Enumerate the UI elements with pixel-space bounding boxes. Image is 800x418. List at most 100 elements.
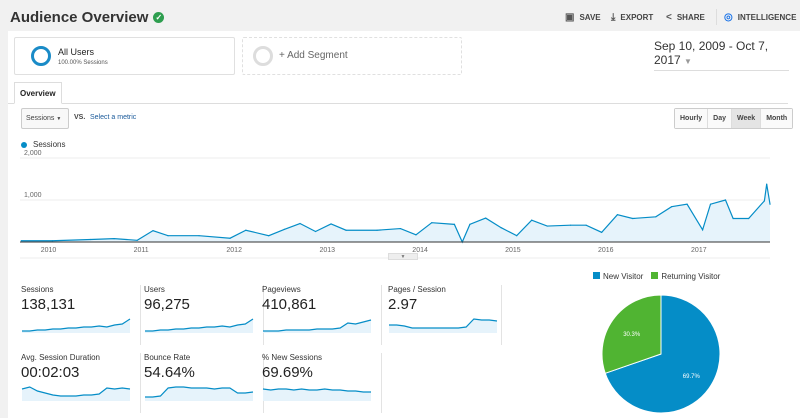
page-title-text: Audience Overview: [10, 9, 149, 26]
metric-label: Avg. Session Duration: [21, 353, 101, 362]
sparkline-line: [145, 386, 254, 398]
sessions-chart: 1,000 2,000 2010 2011 2012 2013 2014 2015 2016 20…: [20, 150, 771, 259]
save-label: SAVE: [579, 13, 601, 22]
sessions-area: [20, 184, 770, 242]
metric-value: 2.97: [388, 296, 418, 313]
metric-value: 410,861: [262, 296, 317, 313]
metric-sparkline: [389, 318, 498, 333]
metric-value: 54.64%: [144, 364, 195, 381]
data-point: [20, 240, 22, 242]
add-segment-button[interactable]: + Add Segment: [242, 37, 462, 75]
segment-all-users[interactable]: All Users 100.00% Sessions: [14, 37, 235, 75]
pie-legend: New Visitor Returning Visitor: [593, 272, 720, 281]
y-tick-label: 2,000: [24, 150, 42, 157]
data-point: [616, 214, 619, 216]
metric-card-avg-session-duration[interactable]: Avg. Session Duration 00:02:03: [21, 353, 141, 413]
metric-card-bounce-rate[interactable]: Bounce Rate 54.64%: [144, 353, 264, 413]
data-point: [485, 217, 487, 219]
pie-legend-label: Returning Visitor: [661, 272, 721, 281]
sparkline-line: [262, 388, 371, 393]
metric-sparkline: [22, 318, 131, 333]
data-point: [283, 228, 285, 230]
pie-legend-label: New Visitor: [603, 272, 644, 281]
data-point: [766, 183, 768, 185]
data-point: [314, 230, 317, 233]
sparkline-area: [145, 319, 253, 333]
granularity-month[interactable]: Month: [761, 109, 793, 128]
metric-card--new-sessions[interactable]: % New Sessions 69.69%: [262, 353, 382, 413]
segment-name: All Users: [58, 47, 95, 57]
select-metric-link[interactable]: Select a metric: [90, 114, 137, 121]
data-point: [702, 229, 704, 231]
x-tick-label: 2013: [319, 247, 335, 254]
intelligence-icon: ◎: [724, 12, 733, 23]
data-point: [601, 231, 603, 233]
x-tick-label: 2011: [134, 247, 149, 254]
sparkline-area: [389, 319, 497, 333]
metric-sparkline: [263, 319, 372, 333]
granularity-toggle: Hourly Day Week Month: [674, 108, 794, 129]
pie-slice-returning: [601, 294, 662, 374]
sparkline-area: [22, 387, 130, 401]
data-point: [152, 230, 154, 232]
metric-sparkline: [145, 386, 254, 401]
metric-label: Pages / Session: [388, 285, 446, 294]
x-tick-label: 2017: [691, 247, 707, 254]
metric-select[interactable]: Sessions ▼: [21, 108, 69, 129]
data-point: [709, 203, 712, 205]
sparkline-line: [145, 318, 254, 332]
data-point: [732, 217, 734, 220]
metric-sparkline: [145, 318, 254, 333]
verified-check-icon: ✓: [153, 12, 165, 23]
share-label: SHARE: [676, 13, 705, 22]
date-range-picker[interactable]: Sep 10, 2009 - Oct 7, 2017 ▼: [654, 39, 789, 71]
granularity-day[interactable]: Day: [708, 109, 733, 128]
chevron-down-icon: ▼: [684, 57, 692, 66]
segment-empty-ring-icon: [253, 46, 273, 66]
data-point: [245, 229, 247, 231]
y-tick-label: 1,000: [24, 192, 42, 199]
pie-slice-label: 69.7%: [683, 374, 701, 380]
sparkline-line: [22, 318, 131, 332]
legend-swatch: [593, 272, 600, 279]
metric-label: Sessions: [21, 285, 54, 294]
data-point: [415, 234, 417, 236]
pie-slice-label: 30.3%: [623, 332, 641, 338]
data-point: [51, 240, 53, 242]
pie-slice-new: [604, 294, 721, 414]
save-button[interactable]: ▣ SAVE: [565, 12, 601, 23]
data-point: [90, 238, 92, 241]
data-point: [453, 223, 455, 225]
metric-label: Users: [144, 285, 165, 294]
granularity-hourly[interactable]: Hourly: [675, 109, 709, 128]
data-point: [531, 219, 533, 221]
intelligence-button[interactable]: ◎ INTELLIGENCE: [724, 12, 796, 23]
data-point: [268, 235, 270, 237]
data-point: [686, 203, 688, 205]
metric-card-users[interactable]: Users 96,275: [144, 285, 264, 345]
x-tick-label: 2012: [226, 247, 242, 254]
metric-value: 138,131: [21, 296, 76, 313]
data-point: [136, 239, 138, 241]
metric-card-pages-session[interactable]: Pages / Session 2.97: [388, 285, 502, 345]
metric-card-sessions[interactable]: Sessions 138,131: [21, 285, 141, 345]
x-tick-label: 2016: [598, 247, 614, 254]
metric-card-pageviews[interactable]: Pageviews 410,861: [262, 285, 382, 345]
vs-label: VS.: [74, 114, 86, 121]
metric-sparkline: [262, 388, 371, 401]
share-button[interactable]: < SHARE: [666, 12, 705, 23]
metric-label: Bounce Rate: [144, 353, 191, 362]
date-range-text: Sep 10, 2009 - Oct 7, 2017: [654, 39, 769, 67]
granularity-week[interactable]: Week: [732, 109, 762, 128]
metric-value: 96,275: [144, 296, 190, 313]
chart-collapse-handle[interactable]: ▼: [388, 253, 418, 260]
chart-legend: Sessions: [21, 140, 65, 149]
export-button[interactable]: ⤓ EXPORT: [611, 12, 653, 23]
data-point: [229, 237, 231, 239]
pie-legend-returning: Returning Visitor: [651, 272, 720, 281]
data-point: [748, 217, 750, 220]
tab-overview[interactable]: Overview: [14, 82, 62, 104]
data-point: [632, 217, 634, 220]
data-point: [500, 227, 502, 229]
x-tick-label: 2014: [412, 247, 428, 254]
